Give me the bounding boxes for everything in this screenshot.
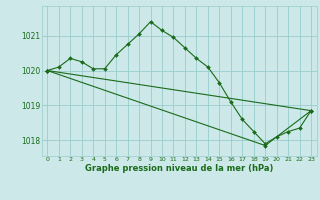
X-axis label: Graphe pression niveau de la mer (hPa): Graphe pression niveau de la mer (hPa) bbox=[85, 164, 273, 173]
